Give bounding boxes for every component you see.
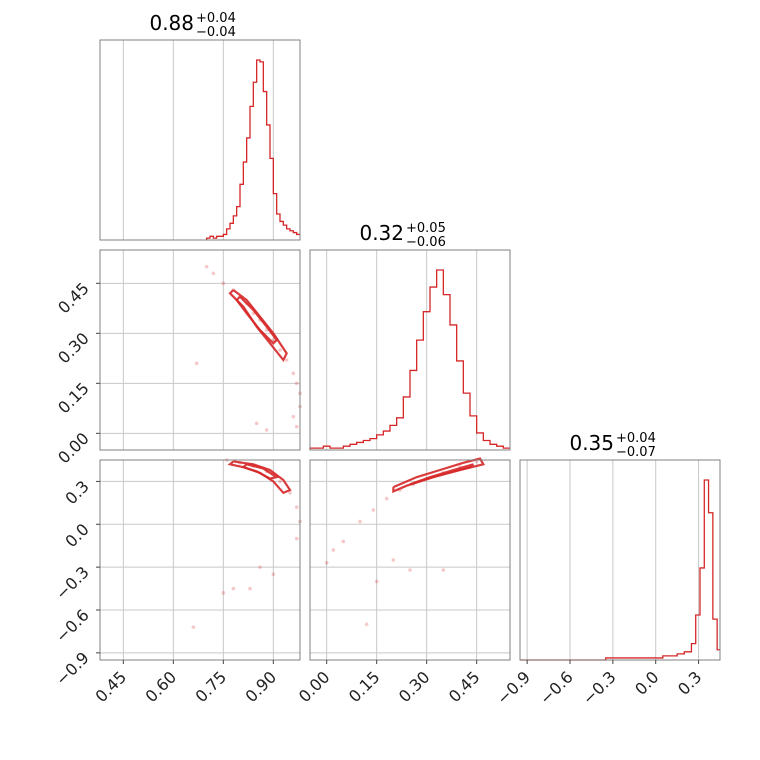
panel-title-plus-1: +0.05 [406, 221, 446, 236]
x-tick-label: 0.90 [242, 667, 281, 706]
panel-frame-0 [99, 39, 301, 241]
sample-point [194, 361, 199, 366]
y-tick-label: 0.30 [54, 329, 93, 368]
sample-point [278, 348, 282, 352]
pair-panel-2-0 [99, 458, 302, 661]
y-tick-label: −0.6 [52, 605, 93, 646]
panel-title-plus-0: +0.04 [196, 11, 236, 26]
x-tick-label: 0.00 [295, 667, 334, 706]
x-tick-label: 0.45 [445, 667, 484, 706]
x-tick-label: −0.6 [536, 667, 577, 708]
histogram-0 [206, 59, 300, 240]
panel-title-minus-1: −0.06 [406, 235, 446, 250]
contour-0 [228, 289, 288, 363]
sample-point [294, 381, 299, 386]
x-tick-label: −0.9 [493, 667, 534, 708]
y-tick-label: 0.15 [54, 379, 93, 418]
contour-0 [392, 457, 486, 494]
sample-point [258, 565, 262, 569]
sample-point [374, 579, 379, 584]
sample-point [221, 281, 226, 286]
sample-point [191, 625, 196, 629]
sample-point [331, 548, 336, 552]
sample-point [384, 496, 389, 501]
hist-panel-2 [519, 459, 721, 661]
sample-point [291, 371, 296, 376]
sample-point [288, 491, 292, 495]
sample-point [291, 414, 296, 419]
contour-1 [409, 463, 475, 486]
contour-0 [227, 460, 292, 495]
sample-point [391, 558, 396, 562]
x-tick-label: 0.3 [674, 667, 705, 698]
sample-point [371, 508, 376, 512]
hist-panel-0 [99, 39, 301, 241]
sample-point [284, 358, 289, 362]
y-tick-label: −0.3 [52, 563, 93, 604]
sample-point [254, 421, 259, 426]
contour-1 [235, 295, 279, 345]
x-tick-label: −0.3 [579, 667, 620, 708]
x-tick-label: 0.30 [395, 667, 434, 706]
x-tick-label: 0.60 [142, 667, 181, 706]
sample-point [341, 539, 346, 544]
panel-title-value-2: 0.35 [569, 431, 614, 455]
panel-frame-2 [519, 459, 721, 661]
y-tick-label: 0.0 [61, 520, 92, 551]
panel-title-value-0: 0.88 [149, 11, 194, 35]
sample-point [294, 505, 299, 509]
x-tick-label: 0.15 [345, 667, 384, 706]
sample-point [364, 622, 369, 627]
sample-point [441, 568, 446, 572]
panel-title-minus-0: −0.04 [196, 25, 236, 40]
sample-point [358, 519, 362, 524]
x-tick-label: 0.0 [631, 667, 662, 698]
panel-frame-2-0 [99, 459, 301, 661]
sample-point [294, 424, 299, 429]
sample-point [248, 586, 252, 591]
y-tick-label: 0.45 [54, 279, 93, 318]
contour-1 [241, 463, 280, 480]
panel-frame-1 [309, 249, 511, 451]
pair-panel-2-1 [309, 457, 511, 661]
sample-point [278, 479, 282, 484]
sample-point [231, 586, 236, 591]
panel-title-plus-2: +0.04 [616, 431, 656, 446]
y-tick-label: 0.00 [54, 429, 93, 468]
hist-panel-1 [309, 249, 511, 451]
sample-point [271, 572, 276, 577]
pair-panel-1-0 [99, 249, 302, 451]
sample-point [294, 536, 299, 541]
y-tick-label: 0.3 [61, 477, 92, 508]
sample-point [221, 591, 226, 595]
sample-point [408, 568, 412, 572]
x-tick-label: 0.75 [192, 667, 231, 706]
sample-point [324, 561, 329, 565]
sample-point [264, 428, 269, 432]
panel-frame-1-0 [99, 249, 301, 451]
sample-point [204, 264, 209, 269]
panel-title-minus-2: −0.07 [616, 445, 656, 460]
y-tick-label: −0.9 [52, 648, 93, 689]
sample-point [211, 271, 216, 276]
panel-frame-2-1 [309, 459, 511, 661]
panel-title-value-1: 0.32 [359, 221, 404, 245]
histogram-1 [309, 269, 510, 450]
histogram-2 [520, 479, 720, 661]
x-tick-label: 0.45 [92, 667, 131, 706]
